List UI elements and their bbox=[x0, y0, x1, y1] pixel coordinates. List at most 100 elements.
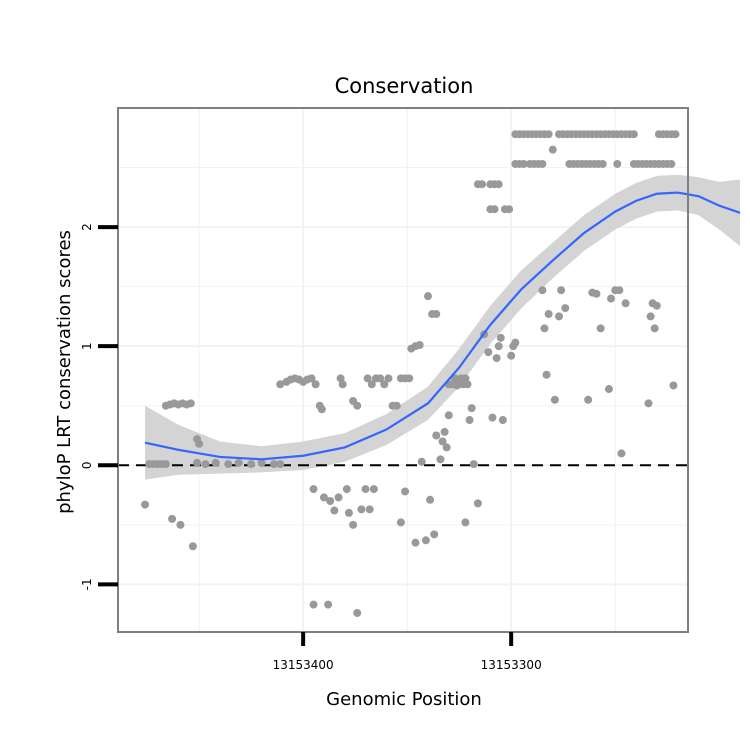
data-point bbox=[401, 487, 410, 496]
data-point bbox=[467, 404, 476, 413]
data-point bbox=[188, 542, 197, 551]
data-point bbox=[353, 608, 362, 617]
data-point bbox=[544, 130, 553, 139]
smooth-trend-line bbox=[144, 191, 741, 461]
data-point bbox=[550, 395, 559, 404]
y-tick-label: 2 bbox=[80, 223, 94, 231]
data-point bbox=[629, 130, 638, 139]
y-tick-label: -1 bbox=[80, 578, 94, 590]
data-point bbox=[426, 495, 435, 504]
data-point bbox=[490, 205, 499, 214]
data-point bbox=[604, 385, 613, 394]
data-point bbox=[307, 374, 316, 383]
data-point bbox=[326, 497, 335, 505]
data-point bbox=[542, 370, 551, 379]
data-point bbox=[557, 286, 566, 295]
data-point bbox=[555, 312, 564, 321]
data-point bbox=[365, 505, 374, 514]
data-point bbox=[561, 304, 570, 313]
data-point bbox=[417, 457, 426, 466]
data-point bbox=[494, 180, 503, 189]
x-axis-title: Genomic Position bbox=[326, 689, 482, 710]
data-point bbox=[598, 159, 607, 168]
data-point bbox=[392, 401, 401, 410]
data-point bbox=[644, 399, 653, 408]
data-point bbox=[201, 460, 210, 469]
data-point bbox=[324, 600, 333, 609]
data-point bbox=[511, 338, 520, 347]
y-axis-title: phyloP LRT conservation scores bbox=[54, 230, 75, 514]
y-axis: -1 0 1 2 bbox=[80, 223, 118, 590]
data-point bbox=[430, 530, 439, 539]
data-point bbox=[396, 518, 405, 527]
data-point bbox=[234, 458, 243, 467]
data-point bbox=[330, 506, 339, 515]
data-point bbox=[247, 460, 256, 469]
data-point bbox=[592, 289, 601, 298]
confidence-band bbox=[145, 174, 741, 480]
data-point bbox=[405, 374, 414, 383]
data-point bbox=[652, 301, 661, 310]
data-point bbox=[484, 348, 493, 357]
data-point bbox=[319, 493, 328, 502]
data-point bbox=[270, 460, 279, 469]
data-point bbox=[478, 180, 487, 189]
data-point bbox=[421, 536, 430, 545]
data-point bbox=[168, 514, 177, 523]
data-point bbox=[498, 416, 507, 425]
data-point bbox=[276, 380, 285, 389]
data-point bbox=[311, 380, 320, 389]
data-point bbox=[505, 205, 514, 214]
data-point bbox=[338, 380, 347, 389]
data-point bbox=[309, 485, 318, 494]
data-point bbox=[469, 460, 478, 469]
data-point bbox=[438, 437, 447, 446]
data-point bbox=[376, 374, 385, 383]
data-point bbox=[432, 310, 441, 319]
data-point bbox=[444, 411, 453, 420]
data-point bbox=[357, 505, 366, 514]
data-point bbox=[442, 443, 451, 452]
data-point bbox=[224, 460, 233, 469]
data-point bbox=[161, 460, 170, 469]
data-points bbox=[141, 130, 680, 617]
data-point bbox=[544, 310, 553, 319]
data-point bbox=[342, 485, 351, 494]
data-point bbox=[621, 299, 630, 308]
data-point bbox=[436, 455, 445, 464]
data-point bbox=[494, 342, 503, 351]
data-point bbox=[646, 312, 655, 321]
data-point bbox=[432, 431, 441, 440]
data-point bbox=[276, 460, 285, 469]
data-point bbox=[363, 374, 372, 383]
data-point bbox=[349, 520, 358, 529]
data-point bbox=[344, 508, 353, 517]
data-point bbox=[667, 159, 676, 168]
data-point bbox=[257, 458, 266, 467]
plot-panel bbox=[117, 107, 741, 633]
data-point bbox=[463, 380, 472, 389]
x-axis: 13153400 13153300 bbox=[273, 632, 542, 672]
data-point bbox=[380, 380, 389, 389]
data-point bbox=[384, 374, 393, 383]
panel-border bbox=[117, 107, 689, 633]
y-tick-label: 1 bbox=[80, 342, 94, 350]
data-point bbox=[361, 485, 370, 494]
data-point bbox=[507, 351, 516, 360]
chart-title: Conservation bbox=[335, 74, 474, 98]
data-point bbox=[411, 538, 420, 547]
y-tick-label: 0 bbox=[80, 461, 94, 469]
x-tick-label: 13153300 bbox=[481, 658, 542, 672]
data-point bbox=[584, 395, 593, 404]
x-tick-label: 13153400 bbox=[273, 658, 334, 672]
data-point bbox=[317, 405, 326, 414]
data-point bbox=[650, 324, 659, 333]
data-point bbox=[465, 416, 474, 425]
data-point bbox=[369, 485, 378, 494]
data-point bbox=[548, 145, 557, 154]
data-point bbox=[309, 600, 318, 609]
data-point bbox=[186, 399, 195, 408]
data-point bbox=[613, 159, 622, 168]
data-point bbox=[473, 499, 482, 508]
